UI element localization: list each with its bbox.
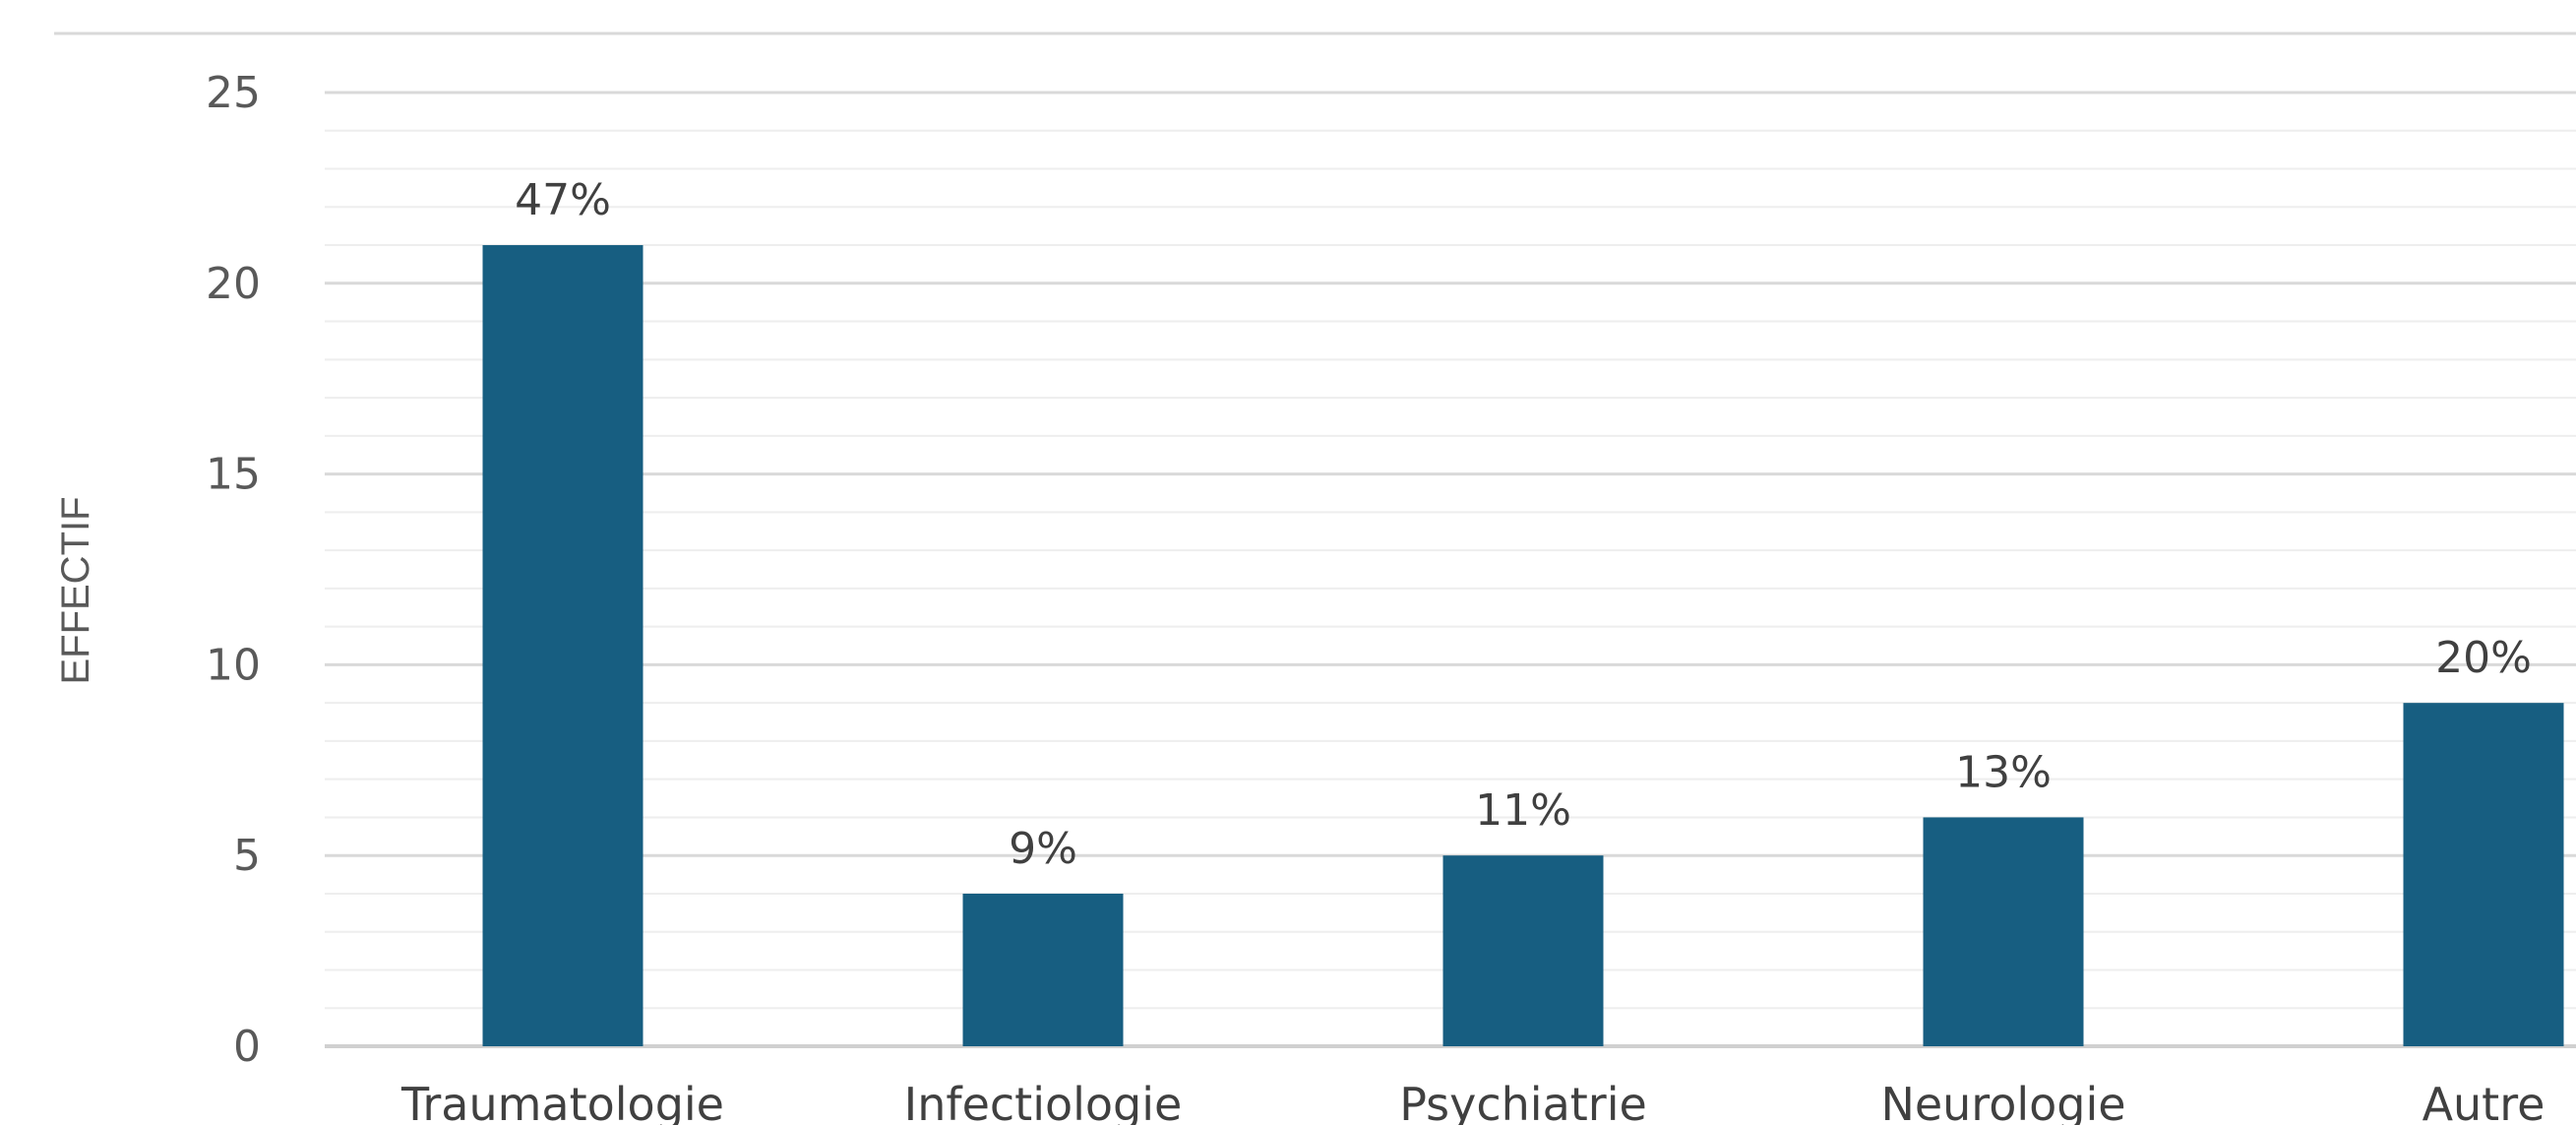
y-tick-label: 20 (206, 259, 261, 309)
y-tick-label: 10 (206, 640, 261, 690)
data-label: 47% (515, 175, 611, 225)
bars (482, 245, 2564, 1047)
y-tick-label: 25 (206, 68, 261, 118)
bar-traumatologie (482, 245, 644, 1047)
y-tick-label: 0 (233, 1022, 261, 1072)
y-axis-title: EFFECTIF (54, 496, 97, 684)
bar-psychiatrie (1442, 855, 1604, 1046)
data-label: 13% (1955, 747, 2052, 797)
x-tick-label: Autre (2423, 1078, 2545, 1125)
data-label: 20% (2435, 633, 2532, 683)
x-tick-label: Psychiatrie (1399, 1078, 1647, 1125)
x-tick-label: Traumatologie (400, 1078, 724, 1125)
y-axis-ticks: 0 5 10 15 20 25 (206, 68, 261, 1072)
bar-neurologie (1923, 817, 2084, 1046)
bar-infectiologie (962, 893, 1124, 1046)
y-tick-label: 15 (206, 450, 261, 500)
minor-gridlines (325, 129, 2576, 1010)
x-axis-labels: Traumatologie Infectiologie Psychiatrie Neu… (400, 1078, 2545, 1125)
data-label: 11% (1475, 785, 1571, 836)
data-labels: 47% 9% 11% 13% 20% (515, 175, 2532, 874)
bar-autre (2403, 703, 2564, 1046)
data-label: 9% (1009, 824, 1077, 874)
x-tick-label: Neurologie (1880, 1078, 2125, 1125)
y-tick-label: 5 (233, 831, 261, 881)
x-tick-label: Infectiologie (904, 1078, 1183, 1125)
